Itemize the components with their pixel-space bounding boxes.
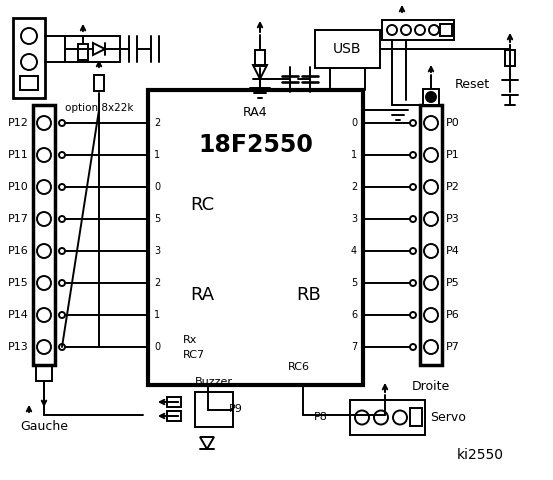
Text: 2: 2 — [154, 118, 160, 128]
Bar — [94, 75, 104, 91]
Text: RA4: RA4 — [243, 106, 268, 119]
Bar — [350, 400, 425, 435]
Text: P8: P8 — [314, 412, 328, 422]
Bar — [505, 50, 515, 66]
Text: P0: P0 — [446, 118, 460, 128]
Text: P13: P13 — [8, 342, 29, 352]
Text: P5: P5 — [446, 278, 460, 288]
Text: P4: P4 — [446, 246, 460, 256]
Text: P16: P16 — [8, 246, 29, 256]
Text: RC7: RC7 — [183, 350, 205, 360]
Text: Reset: Reset — [455, 79, 490, 92]
Bar — [420, 105, 442, 365]
Text: ki2550: ki2550 — [456, 448, 503, 462]
Text: 0: 0 — [154, 182, 160, 192]
Text: P2: P2 — [446, 182, 460, 192]
Text: Rx: Rx — [183, 335, 197, 345]
Text: P3: P3 — [446, 214, 460, 224]
Text: P1: P1 — [446, 150, 460, 160]
Bar — [382, 20, 454, 40]
Text: P17: P17 — [8, 214, 29, 224]
Text: 0: 0 — [351, 118, 357, 128]
Bar — [410, 408, 422, 426]
Text: P9: P9 — [229, 405, 243, 415]
Text: 1: 1 — [154, 310, 160, 320]
Text: Buzzer: Buzzer — [195, 377, 233, 387]
Bar — [20, 76, 38, 90]
Text: Servo: Servo — [430, 411, 466, 424]
Text: P6: P6 — [446, 310, 460, 320]
Text: 2: 2 — [351, 182, 357, 192]
Text: option 8x22k: option 8x22k — [65, 103, 133, 113]
Text: 3: 3 — [154, 246, 160, 256]
Bar — [167, 411, 181, 421]
Text: 7: 7 — [351, 342, 357, 352]
Text: P10: P10 — [8, 182, 29, 192]
Text: P15: P15 — [8, 278, 29, 288]
Text: Droite: Droite — [412, 380, 450, 393]
Text: 0: 0 — [154, 342, 160, 352]
Bar — [13, 18, 45, 98]
Bar — [167, 397, 181, 407]
Text: 1: 1 — [351, 150, 357, 160]
Text: RC6: RC6 — [288, 362, 310, 372]
Text: RA: RA — [190, 286, 214, 304]
Bar — [315, 30, 380, 68]
Text: P7: P7 — [446, 342, 460, 352]
Text: RC: RC — [190, 196, 214, 214]
Text: 1: 1 — [154, 150, 160, 160]
Text: 4: 4 — [351, 246, 357, 256]
Text: USB: USB — [333, 42, 362, 56]
Bar — [78, 44, 88, 60]
Text: 3: 3 — [351, 214, 357, 224]
Text: 18F2550: 18F2550 — [198, 133, 313, 157]
Text: P14: P14 — [8, 310, 29, 320]
Text: P11: P11 — [8, 150, 29, 160]
Text: 2: 2 — [154, 278, 160, 288]
Text: RB: RB — [296, 286, 321, 304]
Text: P12: P12 — [8, 118, 29, 128]
Text: 5: 5 — [154, 214, 160, 224]
Bar — [255, 50, 265, 66]
Circle shape — [426, 92, 436, 102]
Bar — [148, 90, 363, 385]
Bar — [195, 392, 233, 427]
Text: 6: 6 — [351, 310, 357, 320]
Bar — [423, 89, 439, 105]
Bar — [33, 105, 55, 365]
Bar — [440, 24, 452, 36]
Bar — [36, 365, 52, 381]
Text: Gauche: Gauche — [20, 420, 68, 433]
Text: 5: 5 — [351, 278, 357, 288]
